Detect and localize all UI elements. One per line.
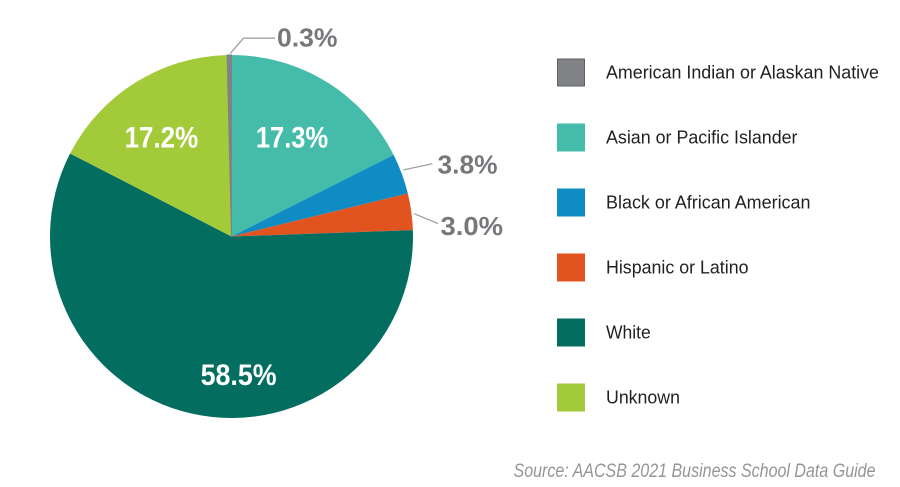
svg-text:3.0%: 3.0% [441,211,504,241]
svg-text:Asian or Pacific Islander: Asian or Pacific Islander [606,127,798,148]
svg-text:58.5%: 58.5% [201,359,277,392]
svg-text:Hispanic or Latino: Hispanic or Latino [606,257,749,278]
svg-text:Black or African American: Black or African American [606,192,811,213]
svg-text:Unknown: Unknown [606,387,680,408]
svg-text:American Indian or Alaskan Nat: American Indian or Alaskan Native [606,62,879,83]
svg-text:0.3%: 0.3% [277,23,338,53]
svg-text:Source: AACSB 2021 Business Sc: Source: AACSB 2021 Business School Data … [514,460,876,482]
svg-text:White: White [606,322,651,343]
svg-text:3.8%: 3.8% [438,150,498,180]
svg-text:17.3%: 17.3% [256,122,328,155]
svg-text:17.2%: 17.2% [125,122,199,155]
